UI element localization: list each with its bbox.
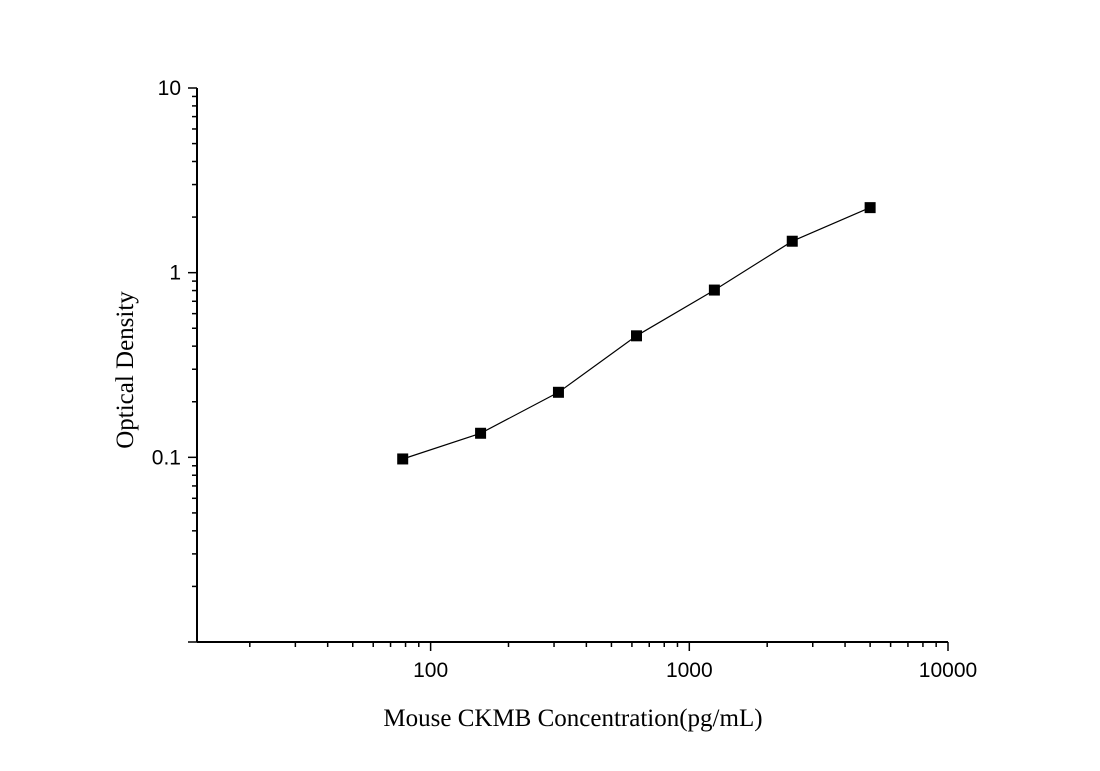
- x-tick-labels: 100 1000 10000: [413, 659, 977, 682]
- data-point: [552, 386, 564, 398]
- data-point: [864, 202, 876, 214]
- y-tick-label: 10: [158, 77, 181, 100]
- data-point: [708, 284, 720, 296]
- series-points: [397, 202, 876, 465]
- data-point: [786, 235, 798, 247]
- data-point: [397, 453, 409, 465]
- x-axis-title: Mouse CKMB Concentration(pg/mL): [383, 705, 762, 732]
- x-tick-label: 10000: [919, 659, 977, 682]
- y-ticks: [188, 87, 197, 643]
- y-tick-label: 1: [169, 262, 181, 285]
- y-axis-title: Optical Density: [112, 291, 139, 449]
- x-ticks: [249, 642, 949, 651]
- y-tick-labels: 0.1 1 10: [152, 77, 181, 469]
- x-tick-label: 100: [413, 659, 448, 682]
- data-point: [631, 330, 643, 342]
- y-tick-label: 0.1: [152, 446, 181, 469]
- x-tick-label: 1000: [666, 659, 713, 682]
- data-point: [475, 427, 487, 439]
